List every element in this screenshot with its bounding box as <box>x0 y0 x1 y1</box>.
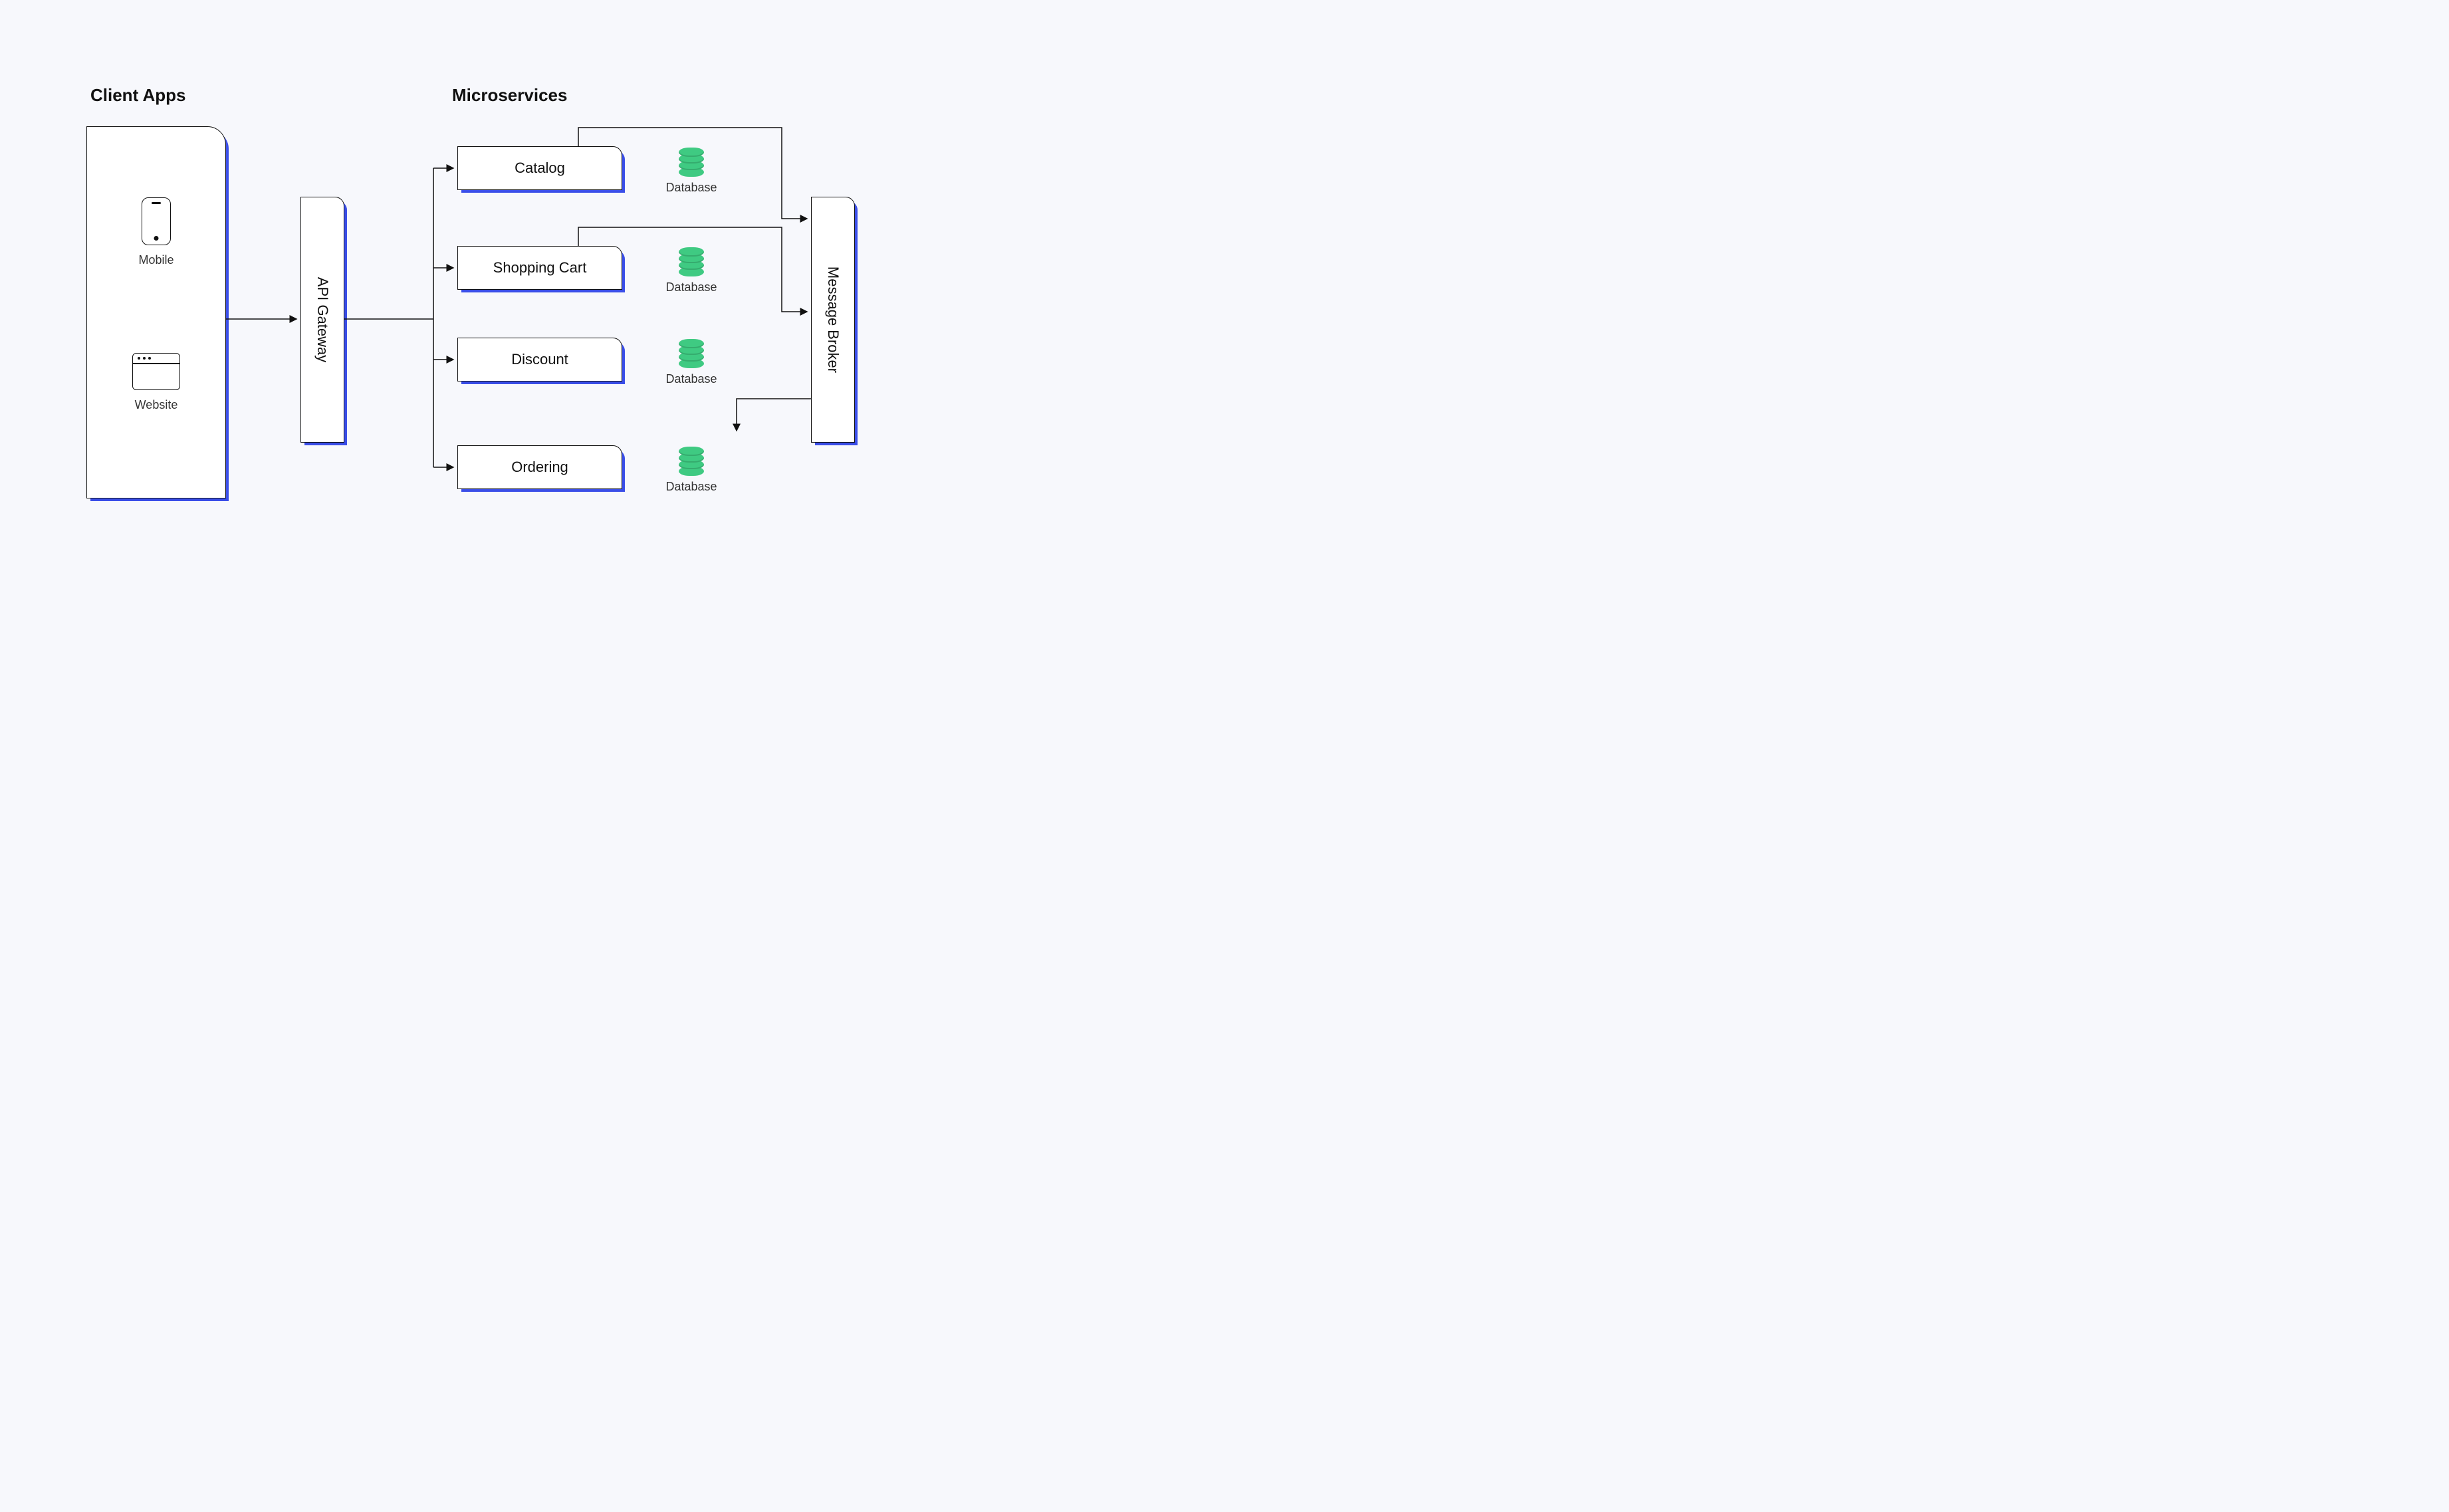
service-label: Catalog <box>515 160 565 177</box>
service-label: Discount <box>511 351 568 368</box>
heading-text: Client Apps <box>90 85 185 105</box>
database-icon <box>679 447 704 476</box>
website-label: Website <box>115 398 197 412</box>
browser-icon <box>132 353 180 390</box>
heading-microservices: Microservices <box>452 85 567 106</box>
service-label: Shopping Cart <box>493 259 587 276</box>
heading-text: Microservices <box>452 85 567 105</box>
database-catalog: Database <box>665 148 718 195</box>
service-ordering: Ordering <box>457 445 622 489</box>
service-discount: Discount <box>457 338 622 381</box>
mobile-icon <box>142 197 171 245</box>
mobile-label: Mobile <box>123 253 189 267</box>
client-apps-panel: Mobile Website <box>86 126 226 498</box>
database-ordering: Database <box>665 447 718 494</box>
service-catalog: Catalog <box>457 146 622 190</box>
message-broker-label: Message Broker <box>824 267 842 373</box>
database-label: Database <box>665 372 718 386</box>
database-label: Database <box>665 480 718 494</box>
service-shopping-cart: Shopping Cart <box>457 246 622 290</box>
api-gateway-panel: API Gateway <box>300 197 344 443</box>
arrow-broker-to-ordering <box>737 399 811 431</box>
database-label: Database <box>665 280 718 294</box>
database-icon <box>679 339 704 368</box>
database-discount: Database <box>665 339 718 386</box>
heading-client-apps: Client Apps <box>90 85 185 106</box>
database-icon <box>679 247 704 276</box>
service-label: Ordering <box>511 459 568 476</box>
api-gateway-label: API Gateway <box>314 277 331 362</box>
database-icon <box>679 148 704 177</box>
message-broker-panel: Message Broker <box>811 197 855 443</box>
database-label: Database <box>665 181 718 195</box>
database-shopping-cart: Database <box>665 247 718 294</box>
